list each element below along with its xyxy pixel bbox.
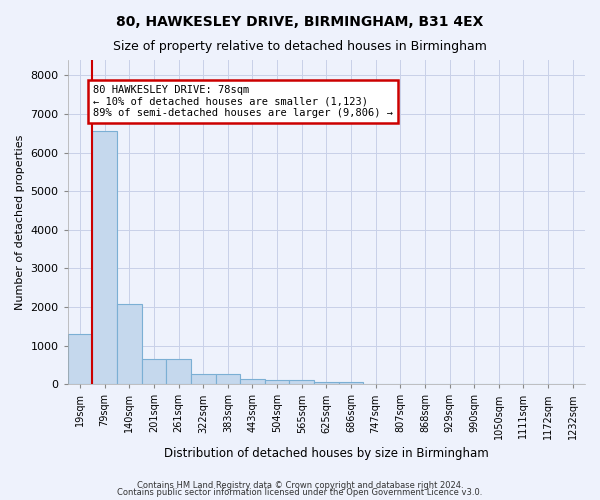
Bar [338,382,364,384]
Bar [117,304,142,384]
Bar [68,334,92,384]
Bar [142,360,166,384]
Y-axis label: Number of detached properties: Number of detached properties [15,134,25,310]
Bar [240,379,265,384]
Bar [314,382,338,384]
Bar [265,380,289,384]
Bar [289,380,314,384]
Text: 80 HAWKESLEY DRIVE: 78sqm
← 10% of detached houses are smaller (1,123)
89% of se: 80 HAWKESLEY DRIVE: 78sqm ← 10% of detac… [93,85,393,118]
Text: Size of property relative to detached houses in Birmingham: Size of property relative to detached ho… [113,40,487,53]
Text: Contains HM Land Registry data © Crown copyright and database right 2024.: Contains HM Land Registry data © Crown c… [137,480,463,490]
Bar [215,374,240,384]
Bar [191,374,215,384]
Bar [166,360,191,384]
X-axis label: Distribution of detached houses by size in Birmingham: Distribution of detached houses by size … [164,447,489,460]
Bar [92,131,117,384]
Text: Contains public sector information licensed under the Open Government Licence v3: Contains public sector information licen… [118,488,482,497]
Text: 80, HAWKESLEY DRIVE, BIRMINGHAM, B31 4EX: 80, HAWKESLEY DRIVE, BIRMINGHAM, B31 4EX [116,15,484,29]
